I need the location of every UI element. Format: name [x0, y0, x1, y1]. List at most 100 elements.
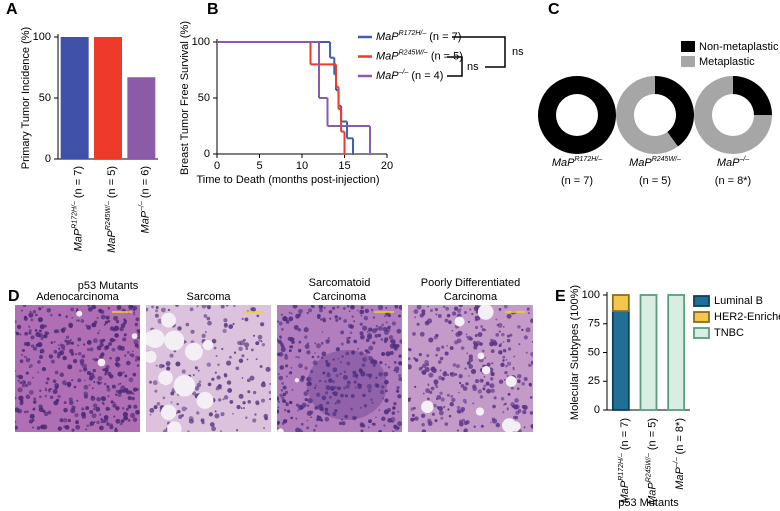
label-superscript: R172H/–	[399, 30, 427, 37]
nucleus	[118, 389, 123, 394]
nucleus	[124, 374, 127, 378]
nucleus	[222, 328, 227, 334]
nucleus	[332, 412, 337, 417]
nucleus	[198, 380, 202, 383]
nucleus	[530, 318, 533, 321]
nucleus	[242, 401, 246, 405]
nucleus	[206, 362, 212, 367]
nucleus	[425, 388, 431, 394]
nucleus	[483, 384, 487, 388]
legend-label: Non-metaplastic	[699, 41, 779, 53]
nucleus	[398, 305, 402, 310]
nucleus	[115, 406, 120, 411]
nucleus	[393, 369, 396, 372]
nucleus	[285, 320, 290, 324]
nucleus	[120, 419, 125, 423]
tissue-background	[15, 305, 140, 432]
nucleus	[398, 314, 401, 318]
nucleus	[395, 370, 399, 374]
nucleus	[456, 429, 459, 432]
nucleus	[470, 368, 477, 375]
nucleus	[103, 367, 108, 372]
nucleus	[379, 360, 383, 365]
nucleus	[345, 351, 350, 356]
nucleus	[258, 339, 261, 342]
nucleus	[318, 379, 322, 383]
fat-vacuole	[454, 316, 465, 327]
nucleus	[326, 401, 330, 405]
nucleus	[327, 337, 330, 340]
nucleus	[15, 396, 17, 400]
nucleus	[290, 312, 293, 315]
nucleus	[221, 347, 224, 351]
nucleus	[498, 308, 502, 311]
fat-vacuole	[173, 374, 196, 397]
nucleus	[475, 340, 481, 346]
nucleus	[98, 308, 103, 313]
nucleus	[359, 322, 363, 326]
nucleus	[135, 387, 139, 392]
nucleus	[328, 339, 331, 342]
nucleus	[398, 354, 402, 358]
nucleus	[396, 328, 402, 334]
nucleus	[235, 366, 240, 371]
nucleus	[481, 379, 484, 383]
nucleus	[297, 348, 302, 353]
fat-vacuole	[202, 339, 214, 351]
nucleus	[457, 309, 461, 313]
nucleus	[316, 415, 319, 418]
nucleus	[352, 370, 357, 375]
nucleus	[96, 345, 102, 351]
nucleus	[288, 349, 292, 353]
nucleus	[337, 357, 340, 360]
nucleus	[85, 428, 88, 431]
nucleus	[463, 420, 468, 426]
nucleus	[112, 403, 117, 408]
nucleus	[338, 317, 342, 321]
nucleus	[446, 393, 450, 397]
nucleus	[398, 374, 401, 378]
nucleus	[328, 378, 333, 383]
nucleus	[382, 397, 385, 400]
nucleus	[398, 361, 402, 366]
nucleus	[306, 382, 310, 386]
nucleus	[63, 401, 67, 405]
label-superscript: R245W/–	[645, 453, 652, 482]
nucleus	[301, 402, 307, 408]
nucleus	[53, 400, 59, 406]
nucleus	[503, 378, 506, 381]
fat-vacuole	[146, 350, 157, 363]
nucleus	[20, 403, 23, 406]
label-superscript: –/–	[138, 201, 145, 212]
nucleus	[285, 375, 288, 378]
nucleus	[75, 424, 81, 430]
nucleus	[341, 355, 344, 358]
nucleus	[481, 327, 486, 332]
nucleus	[295, 417, 298, 420]
nucleus	[278, 321, 283, 326]
nucleus	[505, 358, 508, 361]
nucleus	[421, 363, 427, 369]
nucleus	[385, 327, 391, 333]
nucleus	[181, 406, 187, 412]
nucleus	[314, 352, 316, 354]
nucleus	[115, 418, 121, 424]
nucleus	[278, 352, 284, 357]
nucleus	[446, 344, 449, 347]
nucleus	[62, 380, 67, 385]
category-label: MaPR172H/–	[552, 156, 602, 169]
nucleus	[238, 358, 244, 364]
nucleus	[346, 380, 351, 385]
fat-vacuole	[475, 407, 485, 416]
nucleus	[74, 413, 79, 418]
nucleus	[310, 416, 312, 419]
nucleus	[63, 418, 68, 423]
survival-end	[368, 152, 372, 156]
nucleus	[83, 379, 86, 382]
nucleus	[346, 339, 351, 344]
nucleus	[79, 358, 85, 364]
nucleus	[226, 380, 232, 385]
nucleus	[211, 377, 215, 381]
nucleus	[463, 428, 469, 432]
y-axis-label: Molecular Subtypes (100%)	[569, 285, 581, 420]
